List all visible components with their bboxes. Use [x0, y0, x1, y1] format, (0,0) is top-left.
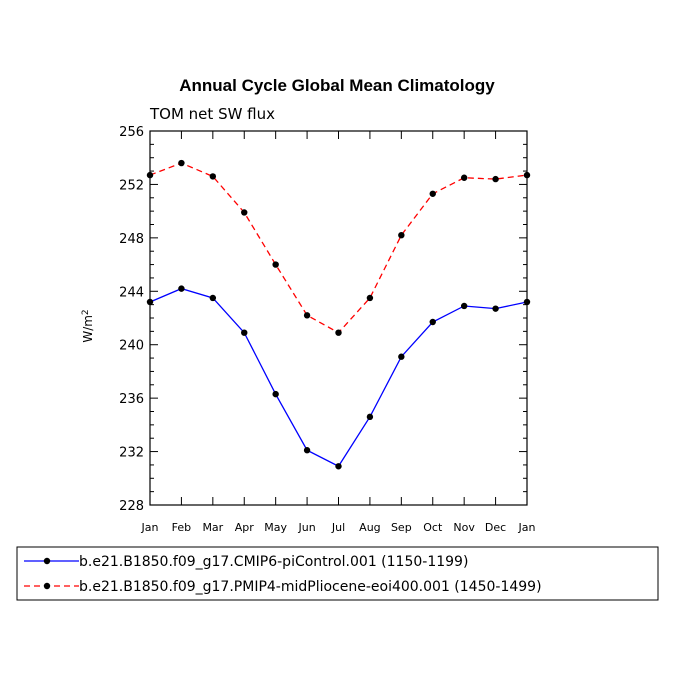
data-point: [209, 173, 217, 180]
plot-border: [149, 130, 528, 506]
data-point: [146, 171, 154, 179]
x-tick-label: Apr: [235, 521, 255, 534]
data-point: [241, 209, 248, 216]
data-point: [460, 174, 468, 181]
y-tick-label: 240: [119, 339, 144, 354]
data-point: [335, 329, 342, 336]
legend-label: b.e21.B1850.f09_g17.CMIP6-piControl.001 …: [79, 554, 468, 570]
data-point: [178, 285, 185, 292]
x-tick-label: Mar: [202, 521, 223, 534]
y-tick-label: 252: [119, 178, 144, 193]
data-point: [366, 413, 374, 421]
y-axis-label: W/m2: [81, 309, 95, 342]
data-point: [523, 171, 531, 179]
data-point: [429, 190, 436, 197]
data-point: [398, 231, 405, 239]
x-tick-label: Jun: [297, 521, 315, 534]
series-1: [146, 159, 531, 336]
y-axis: 228 232 236 240 244 248 252 256: [119, 125, 527, 514]
legend-marker: [43, 557, 51, 565]
x-tick-label: Nov: [453, 521, 475, 534]
legend: b.e21.B1850.f09_g17.CMIP6-piControl.001 …: [16, 546, 659, 601]
y-tick-label: 232: [119, 446, 144, 461]
plot-frame: [149, 130, 528, 506]
data-point: [335, 463, 342, 470]
legend-box: [16, 546, 659, 601]
data-point: [523, 298, 531, 306]
series-line: [149, 162, 528, 334]
series-0: [146, 285, 531, 470]
chart-subtitle: TOM net SW flux: [149, 105, 275, 123]
data-point: [272, 261, 279, 268]
x-tick-label: Jan: [518, 521, 536, 534]
x-tick-label: Aug: [359, 521, 380, 534]
data-point: [492, 305, 499, 312]
y-tick-label: 236: [119, 392, 144, 407]
data-point: [303, 447, 311, 454]
x-tick-label: May: [264, 521, 287, 534]
x-tick-label: Oct: [423, 521, 443, 534]
x-tick-label: Feb: [172, 521, 191, 534]
data-point: [366, 294, 374, 302]
data-point: [398, 353, 405, 360]
x-tick-label: Sep: [391, 521, 412, 534]
data-point: [460, 302, 468, 310]
y-tick-label: 228: [119, 499, 144, 514]
legend-marker: [43, 582, 51, 590]
chart-title: Annual Cycle Global Mean Climatology: [179, 76, 495, 95]
x-axis: Jan Feb Mar Apr May Jun Jul Aug Sep Oct Nov Dec Jan: [141, 131, 536, 534]
x-tick-label: Jan: [141, 521, 159, 534]
data-point: [241, 329, 248, 336]
data-point: [272, 390, 279, 398]
data-point: [303, 312, 311, 319]
y-tick-label: 256: [119, 125, 144, 140]
data-point: [492, 175, 499, 183]
y-tick-label: 248: [119, 232, 144, 247]
data-point: [146, 298, 154, 306]
data-point: [178, 159, 185, 167]
legend-label: b.e21.B1850.f09_g17.PMIP4-midPliocene-eo…: [79, 579, 542, 595]
data-point: [209, 294, 217, 302]
series-layer: [146, 159, 531, 470]
x-tick-label: Jul: [331, 521, 345, 534]
y-tick-label: 244: [119, 285, 144, 300]
x-tick-label: Dec: [485, 521, 506, 534]
series-line: [149, 287, 528, 468]
data-point: [429, 318, 436, 326]
